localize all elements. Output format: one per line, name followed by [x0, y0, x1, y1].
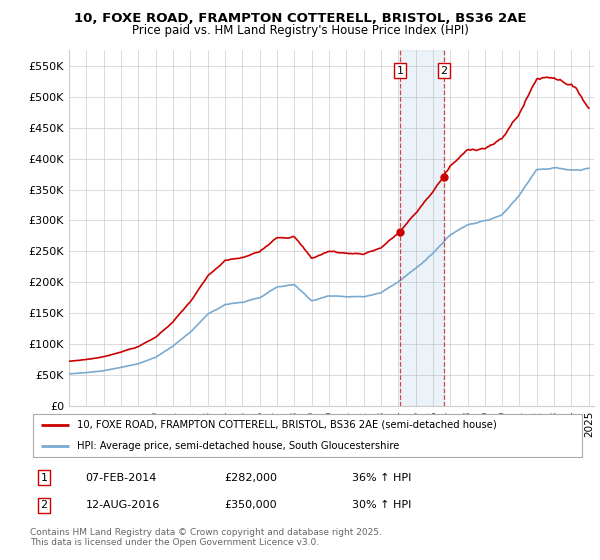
Bar — [400, 50, 443, 406]
Text: 1: 1 — [40, 473, 47, 483]
Text: 10, FOXE ROAD, FRAMPTON COTTERELL, BRISTOL, BS36 2AE (semi-detached house): 10, FOXE ROAD, FRAMPTON COTTERELL, BRIST… — [77, 419, 497, 430]
Text: £282,000: £282,000 — [224, 473, 277, 483]
Text: 12-AUG-2016: 12-AUG-2016 — [86, 501, 160, 511]
Text: Contains HM Land Registry data © Crown copyright and database right 2025.
This d: Contains HM Land Registry data © Crown c… — [30, 528, 382, 547]
Text: HPI: Average price, semi-detached house, South Gloucestershire: HPI: Average price, semi-detached house,… — [77, 441, 400, 451]
FancyBboxPatch shape — [33, 413, 582, 457]
Text: 10, FOXE ROAD, FRAMPTON COTTERELL, BRISTOL, BS36 2AE: 10, FOXE ROAD, FRAMPTON COTTERELL, BRIST… — [74, 12, 526, 25]
Text: Price paid vs. HM Land Registry's House Price Index (HPI): Price paid vs. HM Land Registry's House … — [131, 24, 469, 37]
Text: 2: 2 — [40, 501, 47, 511]
Text: 1: 1 — [397, 66, 403, 76]
Text: 30% ↑ HPI: 30% ↑ HPI — [352, 501, 411, 511]
Text: 07-FEB-2014: 07-FEB-2014 — [86, 473, 157, 483]
Text: 36% ↑ HPI: 36% ↑ HPI — [352, 473, 411, 483]
Text: £350,000: £350,000 — [224, 501, 277, 511]
Text: 2: 2 — [440, 66, 447, 76]
